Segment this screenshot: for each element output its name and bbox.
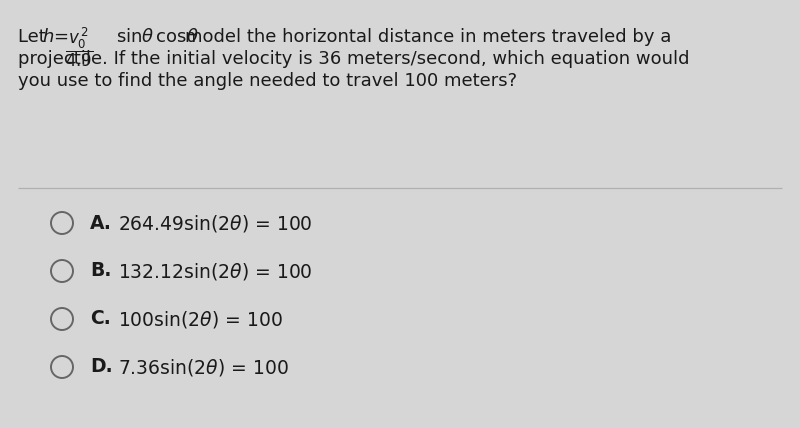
Text: model the horizontal distance in meters traveled by a: model the horizontal distance in meters … bbox=[185, 28, 671, 46]
Text: sin$\theta\,$cos$\theta$: sin$\theta\,$cos$\theta$ bbox=[116, 28, 198, 46]
Text: C.: C. bbox=[90, 309, 110, 329]
Text: B.: B. bbox=[90, 262, 111, 280]
Text: D.: D. bbox=[90, 357, 113, 377]
Text: $h$: $h$ bbox=[42, 28, 54, 46]
Text: Let: Let bbox=[18, 28, 51, 46]
Text: =: = bbox=[53, 28, 68, 46]
Text: A.: A. bbox=[90, 214, 112, 232]
Text: 264.49sin(2$\theta$) = 100: 264.49sin(2$\theta$) = 100 bbox=[118, 212, 313, 234]
Text: projectile. If the initial velocity is 36 meters/second, which equation would: projectile. If the initial velocity is 3… bbox=[18, 50, 690, 68]
Text: you use to find the angle needed to travel 100 meters?: you use to find the angle needed to trav… bbox=[18, 72, 517, 90]
Text: 132.12sin(2$\theta$) = 100: 132.12sin(2$\theta$) = 100 bbox=[118, 261, 313, 282]
Text: 7.36sin(2$\theta$) = 100: 7.36sin(2$\theta$) = 100 bbox=[118, 357, 289, 377]
Text: 100sin(2$\theta$) = 100: 100sin(2$\theta$) = 100 bbox=[118, 309, 283, 330]
Text: $\dfrac{v_0^{\,2}}{4.9}$: $\dfrac{v_0^{\,2}}{4.9}$ bbox=[65, 26, 94, 69]
